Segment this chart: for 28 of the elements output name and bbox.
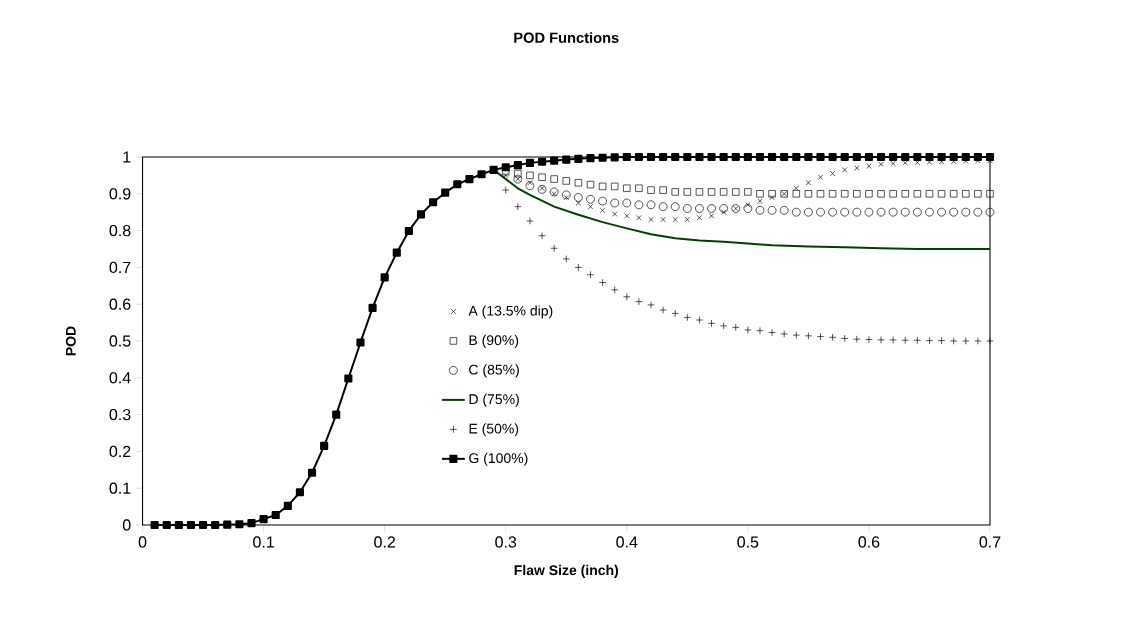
y-tick-label: 0.7 [109, 261, 131, 274]
x-tick-label: 0 [138, 536, 147, 548]
y-tick-label: 0.5 [109, 335, 131, 347]
x-tick-label: 0.2 [374, 536, 395, 548]
legend-label: G (100%) [469, 452, 528, 466]
legend-label: A (13.5% dip) [468, 305, 553, 319]
y-axis-title: POD [65, 326, 76, 356]
legend-label: D (75%) [469, 393, 519, 407]
x-tick-label: 0.6 [858, 536, 880, 548]
y-tick-label: 0.4 [109, 372, 131, 384]
x-tick-label: 0.1 [253, 536, 274, 548]
y-tick-label: 0.6 [109, 298, 131, 310]
legend-label: B (90%) [469, 334, 519, 348]
x-tick-label: 0.3 [495, 536, 517, 548]
chart-title: POD Functions [514, 32, 619, 43]
x-axis-title: Flaw Size (inch) [514, 564, 619, 578]
y-tick-label: 0.9 [109, 188, 131, 200]
y-tick-label: 0.3 [109, 408, 131, 421]
y-tick-label: 1 [123, 151, 131, 163]
x-tick-label: 0.5 [737, 536, 759, 548]
legend-label: C (85%) [469, 364, 519, 378]
y-tick-label: 0.1 [109, 482, 131, 494]
x-tick-label: 0.7 [979, 536, 1001, 548]
y-tick-label: 0.8 [109, 224, 131, 237]
y-tick-label: 0.2 [109, 445, 131, 458]
legend-label: E (50%) [469, 423, 519, 437]
x-tick-label: 0.4 [616, 536, 638, 548]
y-tick-label: 0 [122, 519, 131, 531]
